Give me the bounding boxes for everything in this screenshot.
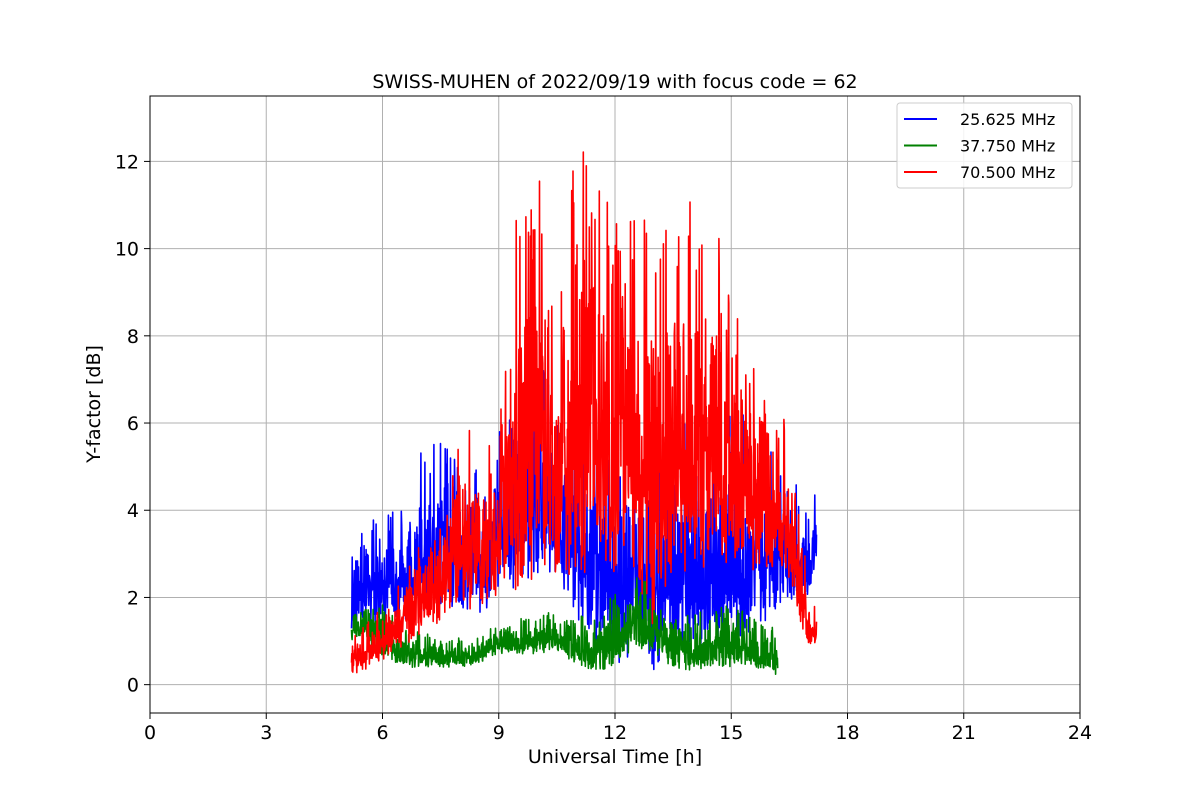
y-tick-label: 6	[127, 413, 139, 435]
x-tick-label: 21	[952, 722, 976, 744]
x-tick-label: 15	[719, 722, 743, 744]
legend-label: 70.500 MHz	[960, 163, 1055, 182]
legend-box	[896, 102, 1073, 189]
x-tick-label: 24	[1068, 722, 1092, 744]
y-tick-label: 8	[127, 326, 139, 348]
y-tick-label: 12	[115, 151, 139, 173]
y-tick-label: 10	[115, 239, 139, 261]
series-line	[350, 577, 779, 675]
x-tick-label: 3	[260, 722, 272, 744]
x-tick-label: 6	[376, 722, 388, 744]
x-tick-label: 12	[603, 722, 627, 744]
legend-label: 25.625 MHz	[960, 110, 1055, 129]
y-tick-label: 0	[127, 675, 139, 697]
x-tick-label: 0	[144, 722, 156, 744]
y-tick-label: 2	[127, 587, 139, 609]
series-line	[350, 151, 818, 674]
x-axis-label: Universal Time [h]	[528, 746, 702, 768]
legend-label: 37.750 MHz	[960, 137, 1055, 156]
legend: 25.625 MHz 37.750 MHz 70.500 MHz	[896, 102, 1073, 189]
x-tick-label: 18	[835, 722, 859, 744]
series-layer	[350, 151, 818, 675]
y-tick-label: 4	[127, 500, 139, 522]
chart-title: SWISS-MUHEN of 2022/09/19 with focus cod…	[372, 71, 857, 93]
x-tick-label: 9	[493, 722, 505, 744]
y-axis-label: Y-factor [dB]	[83, 345, 105, 464]
